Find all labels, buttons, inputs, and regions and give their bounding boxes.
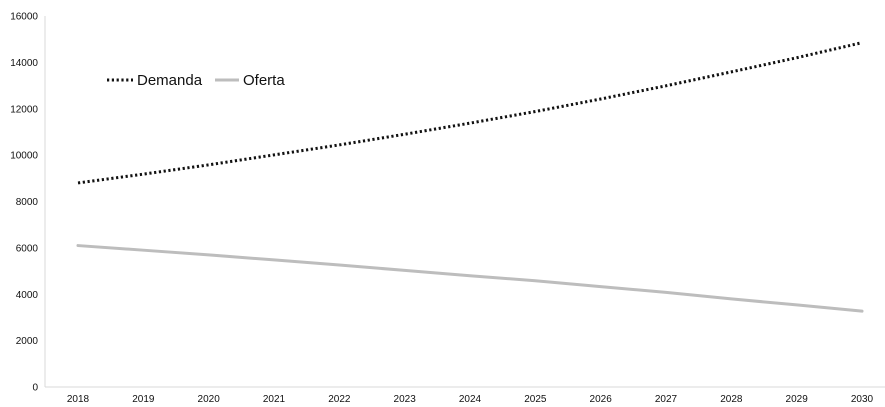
x-tick-label: 2023 bbox=[394, 394, 417, 402]
legend-item-oferta: Oferta bbox=[215, 72, 285, 89]
series-layer bbox=[76, 41, 864, 313]
y-tick-label: 16000 bbox=[10, 12, 38, 23]
legend-label-demanda: Demanda bbox=[137, 72, 203, 89]
y-axis: 0 2000 4000 6000 8000 10000 12000 14000 16000 bbox=[10, 12, 46, 394]
legend-item-demanda: Demanda bbox=[107, 72, 203, 89]
x-tick-label: 2018 bbox=[67, 394, 90, 402]
x-tick-label: 2027 bbox=[655, 394, 678, 402]
x-tick-label: 2022 bbox=[328, 394, 351, 402]
x-tick-label: 2021 bbox=[263, 394, 286, 402]
y-tick-label: 10000 bbox=[10, 151, 38, 162]
y-tick-label: 12000 bbox=[10, 104, 38, 115]
legend-label-oferta: Oferta bbox=[243, 72, 285, 89]
x-tick-label: 2029 bbox=[786, 394, 809, 402]
series-line-demanda bbox=[77, 41, 863, 185]
y-tick-label: 2000 bbox=[16, 336, 39, 347]
y-tick-label: 0 bbox=[32, 383, 38, 394]
x-tick-label: 2025 bbox=[524, 394, 547, 402]
series-oferta bbox=[76, 244, 864, 313]
y-tick-labels: 0 2000 4000 6000 8000 10000 12000 14000 16000 bbox=[10, 12, 38, 394]
x-tick-label: 2020 bbox=[198, 394, 221, 402]
x-tick-labels: 2018 2019 2020 2021 2022 2023 2024 2025 2026 2027… bbox=[67, 394, 874, 405]
x-axis: 2018 2019 2020 2021 2022 2023 2024 2025 2026 2027… bbox=[45, 386, 885, 405]
x-tick-label: 2019 bbox=[132, 394, 155, 402]
legend: Demanda Oferta bbox=[107, 72, 285, 89]
x-tick-label: 2030 bbox=[851, 394, 874, 402]
x-tick-label: 2026 bbox=[590, 394, 613, 402]
y-tick-label: 8000 bbox=[16, 197, 39, 208]
y-tick-label: 4000 bbox=[16, 290, 39, 301]
x-tick-label: 2028 bbox=[720, 394, 743, 402]
y-tick-label: 14000 bbox=[10, 58, 38, 69]
series-line-oferta bbox=[76, 244, 864, 313]
x-tick-label: 2024 bbox=[459, 394, 482, 402]
series-demanda bbox=[77, 41, 863, 185]
y-tick-label: 6000 bbox=[16, 243, 39, 254]
